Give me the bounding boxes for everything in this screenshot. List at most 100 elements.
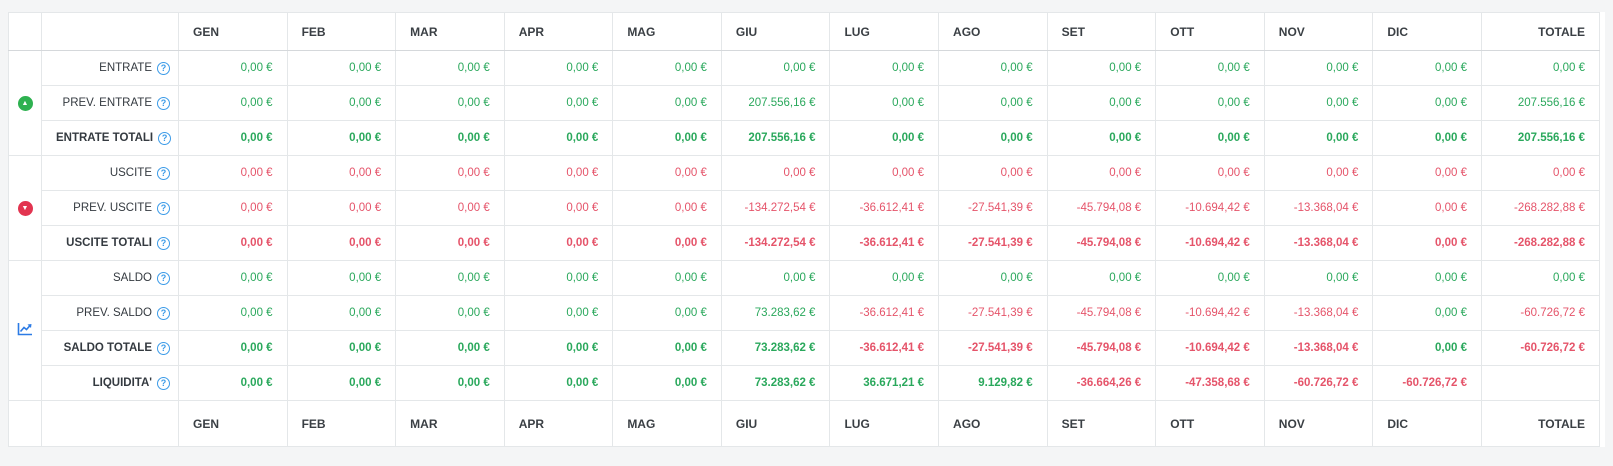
help-icon[interactable]: ?: [158, 131, 172, 145]
row-label: ENTRATE TOTALI?: [56, 131, 172, 145]
row-label-text: PREV. ENTRATE: [62, 97, 152, 109]
table-footer: GEN FEB MAR APR MAG GIU LUG AGO SET OTT NOV DIC TOTA…: [8, 400, 1600, 447]
group-icon-cell-saldo: [8, 260, 42, 401]
month-header-apr: APR: [503, 12, 614, 51]
help-icon[interactable]: ?: [157, 306, 170, 320]
value-cell-liquidita: 9.129,82 €: [938, 365, 1048, 401]
value-cell-prev-saldo: -10.694,42 €: [1155, 295, 1265, 331]
row-label-cell: ENTRATE?: [41, 50, 179, 86]
row-label-text: SALDO TOTALE: [63, 342, 152, 354]
value-cell-saldo-totale: -13.368,04 €: [1263, 330, 1374, 366]
value-cell-saldo: 0,00 €: [1155, 260, 1265, 296]
row-label: LIQUIDITA'?: [93, 376, 170, 390]
value-cell-prev-entrate: 0,00 €: [938, 85, 1048, 121]
value-cell-prev-saldo: 0,00 €: [178, 295, 288, 331]
total-cell-prev-uscite: -268.282,88 €: [1481, 190, 1600, 226]
value-cell-entrate-totali: 0,00 €: [829, 120, 940, 156]
corner-icon-cell: [8, 12, 42, 51]
row-label: SALDO TOTALE?: [63, 341, 170, 355]
value-cell-entrate: 0,00 €: [1046, 50, 1157, 86]
value-cell-saldo: 0,00 €: [1046, 260, 1157, 296]
help-icon[interactable]: ?: [157, 271, 170, 285]
value-cell-prev-uscite: 0,00 €: [1372, 190, 1482, 226]
total-cell-saldo: 0,00 €: [1481, 260, 1600, 296]
value-cell-saldo-totale: 0,00 €: [503, 330, 614, 366]
value-cell-uscite-totali: 0,00 €: [612, 225, 722, 261]
help-icon[interactable]: ?: [157, 376, 170, 390]
month-header-set: SET: [1046, 12, 1157, 51]
value-cell-uscite: 0,00 €: [1263, 155, 1374, 191]
value-cell-saldo: 0,00 €: [720, 260, 831, 296]
arrow-up-circle-icon[interactable]: ▲: [17, 95, 33, 111]
footer-row: GEN FEB MAR APR MAG GIU LUG AGO SET OTT NOV DIC TOTA…: [8, 400, 1600, 447]
month-header-ago: AGO: [938, 400, 1048, 447]
value-cell-prev-uscite: 0,00 €: [286, 190, 397, 226]
month-header-mar: MAR: [395, 400, 505, 447]
value-cell-liquidita: 0,00 €: [503, 365, 614, 401]
value-cell-saldo: 0,00 €: [503, 260, 614, 296]
value-cell-prev-saldo: -13.368,04 €: [1263, 295, 1374, 331]
value-cell-uscite: 0,00 €: [286, 155, 397, 191]
cashflow-table: GEN FEB MAR APR MAG GIU LUG AGO SET OTT NOV DIC TOTA…: [8, 12, 1600, 447]
arrow-down-circle-icon[interactable]: ▼: [17, 200, 33, 216]
value-cell-liquidita: -60.726,72 €: [1372, 365, 1482, 401]
help-icon[interactable]: ?: [157, 96, 170, 110]
value-cell-uscite-totali: -27.541,39 €: [938, 225, 1048, 261]
month-header-mag: MAG: [612, 12, 722, 51]
month-header-lug: LUG: [829, 12, 940, 51]
table-row-saldo: SALDO? 0,00 €0,00 €0,00 €0,00 €0,00 €0,00…: [8, 260, 1600, 401]
month-header-dic: DIC: [1372, 12, 1482, 51]
corner-label-cell: [41, 12, 179, 51]
value-cell-entrate-totali: 0,00 €: [395, 120, 505, 156]
value-cell-prev-uscite: -13.368,04 €: [1263, 190, 1374, 226]
value-cell-uscite-totali: 0,00 €: [178, 225, 288, 261]
help-icon[interactable]: ?: [157, 166, 170, 180]
value-cell-saldo-totale: 0,00 €: [395, 330, 505, 366]
value-cell-liquidita: -36.664,26 €: [1046, 365, 1157, 401]
table-row-entrate-totali: ENTRATE TOTALI? 0,00 €0,00 €0,00 €0,00 €0…: [9, 120, 1600, 156]
value-cell-liquidita: 0,00 €: [286, 365, 397, 401]
value-cell-prev-uscite: -10.694,42 €: [1155, 190, 1265, 226]
row-label-cell: USCITE?: [41, 155, 179, 191]
value-cell-uscite: 0,00 €: [829, 155, 940, 191]
table-row-uscite: ▼ USCITE? 0,00 €0,00 €0,00 €0,00 €0,00 €0,…: [8, 155, 1600, 261]
row-label-text: SALDO: [113, 272, 152, 284]
value-cell-prev-uscite: 0,00 €: [612, 190, 722, 226]
help-icon[interactable]: ?: [157, 341, 170, 355]
value-cell-prev-uscite: 0,00 €: [395, 190, 505, 226]
value-cell-saldo-totale: -27.541,39 €: [938, 330, 1048, 366]
help-icon[interactable]: ?: [157, 61, 170, 75]
row-label-cell: ENTRATE TOTALI?: [41, 120, 179, 156]
total-cell-entrate-totali: 207.556,16 €: [1481, 120, 1600, 156]
value-cell-prev-entrate: 0,00 €: [1263, 85, 1374, 121]
cashflow-table-container: GEN FEB MAR APR MAG GIU LUG AGO SET OTT NOV DIC TOTA…: [8, 12, 1605, 447]
row-label: PREV. SALDO?: [76, 306, 170, 320]
row-label: PREV. USCITE?: [73, 201, 170, 215]
help-icon[interactable]: ?: [157, 236, 170, 250]
value-cell-prev-uscite: 0,00 €: [178, 190, 288, 226]
total-cell-uscite-totali: -268.282,88 €: [1481, 225, 1600, 261]
table-row-prev-entrate: PREV. ENTRATE? 0,00 €0,00 €0,00 €0,00 €0,…: [9, 85, 1600, 121]
month-header-giu: GIU: [720, 400, 831, 447]
row-label: USCITE?: [110, 166, 170, 180]
month-header-giu: GIU: [720, 12, 831, 51]
value-cell-entrate: 0,00 €: [286, 50, 397, 86]
total-header: TOTALE: [1481, 400, 1600, 447]
value-cell-prev-entrate: 0,00 €: [1046, 85, 1157, 121]
value-cell-entrate-totali: 207.556,16 €: [720, 120, 831, 156]
value-cell-entrate-totali: 0,00 €: [1046, 120, 1157, 156]
value-cell-entrate: 0,00 €: [1155, 50, 1265, 86]
value-cell-uscite-totali: 0,00 €: [395, 225, 505, 261]
month-header-gen: GEN: [178, 12, 288, 51]
value-cell-entrate-totali: 0,00 €: [612, 120, 722, 156]
value-cell-saldo: 0,00 €: [1372, 260, 1482, 296]
month-header-set: SET: [1046, 400, 1157, 447]
help-icon[interactable]: ?: [157, 201, 170, 215]
row-label: USCITE TOTALI?: [66, 236, 170, 250]
value-cell-liquidita: 0,00 €: [612, 365, 722, 401]
value-cell-saldo-totale: 0,00 €: [178, 330, 288, 366]
value-cell-prev-saldo: 73.283,62 €: [720, 295, 831, 331]
chart-line-icon[interactable]: [17, 322, 33, 339]
value-cell-entrate-totali: 0,00 €: [1155, 120, 1265, 156]
month-header-feb: FEB: [286, 400, 397, 447]
